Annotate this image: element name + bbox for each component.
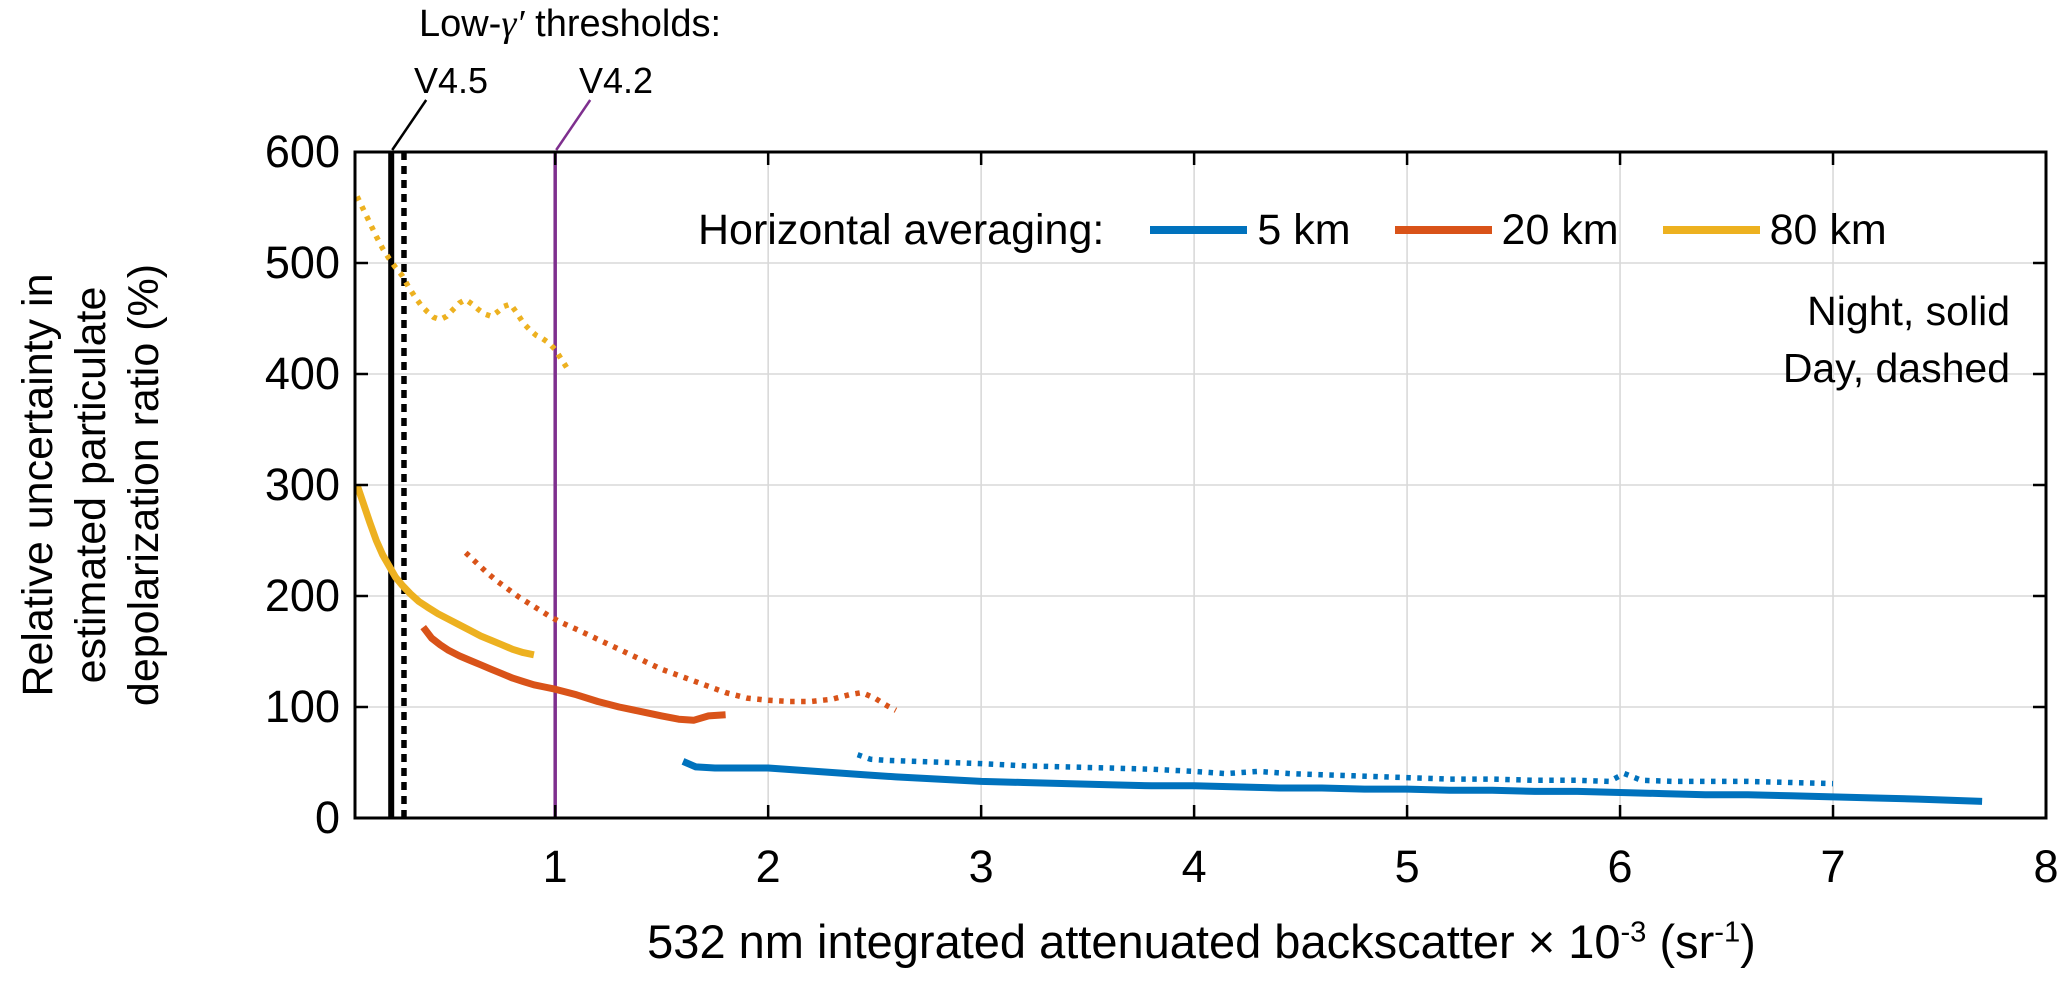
x-axis-label-mid: (sr <box>1646 915 1715 968</box>
legend-heading: Horizontal averaging: <box>698 205 1105 254</box>
thresholds-title-prefix: Low- <box>418 3 502 45</box>
x-tick-label-1: 1 <box>542 841 568 892</box>
y-axis-label: Relative uncertainty in estimated partic… <box>12 152 172 818</box>
y-tick-label-400: 400 <box>264 348 340 399</box>
legend-label-80km: 80 km <box>1769 205 1887 254</box>
series-80km-night <box>353 483 535 659</box>
series-20km-night <box>420 624 726 724</box>
legend-item-5km: 5 km <box>1150 205 1351 255</box>
y-tick-label-0: 0 <box>314 792 340 843</box>
x-tick-label-4: 4 <box>1181 841 1207 892</box>
x-axis-label-end: ) <box>1740 915 1756 968</box>
thresholds-title: Low-γ′ thresholds: <box>355 2 785 46</box>
x-axis-label-exponent-2: -1 <box>1714 916 1741 949</box>
legend-line-80km <box>1662 226 1760 234</box>
leader-line-v45 <box>391 99 428 151</box>
x-tick-label-6: 6 <box>1607 841 1633 892</box>
y-tick-label-300: 300 <box>264 459 340 510</box>
x-tick-label-5: 5 <box>1394 841 1420 892</box>
y-tick-label-500: 500 <box>264 237 340 288</box>
series-80km-day <box>354 195 571 372</box>
series-5km-day <box>856 752 1834 787</box>
series-5km-night <box>681 758 1983 805</box>
x-tick-label-2: 2 <box>755 841 781 892</box>
x-tick-label-7: 7 <box>1820 841 1846 892</box>
legend-label-5km: 5 km <box>1257 205 1351 254</box>
threshold-label-v42: V4.2 <box>578 60 654 101</box>
y-tick-label-200: 200 <box>264 570 340 621</box>
note-day: Day, dashed <box>1782 345 2010 391</box>
y-axis-label-line-1: Relative uncertainty in <box>14 273 62 697</box>
x-axis-label: 532 nm integrated attenuated backscatter… <box>355 914 2048 969</box>
y-axis-label-line-3: depolarization ratio (%) <box>120 263 168 707</box>
legend-label-20km: 20 km <box>1501 205 1619 254</box>
legend-item-20km: 20 km <box>1394 205 1619 255</box>
leader-line-v42 <box>555 99 592 151</box>
threshold-label-v45: V4.5 <box>413 60 489 101</box>
x-tick-label-8: 8 <box>2033 841 2059 892</box>
y-tick-label-600: 600 <box>264 126 340 177</box>
x-axis-label-exponent: -3 <box>1620 916 1647 949</box>
y-tick-label-100: 100 <box>264 681 340 732</box>
x-axis-label-text: 532 nm integrated attenuated backscatter… <box>647 915 1621 968</box>
legend-line-5km <box>1150 226 1248 234</box>
legend-line-20km <box>1394 226 1492 234</box>
thresholds-title-suffix: thresholds: <box>524 3 722 45</box>
legend: Horizontal averaging: 5 km 20 km 80 km <box>698 202 1931 258</box>
note-night: Night, solid <box>1807 288 2010 334</box>
y-axis-label-line-2: estimated particulate <box>67 286 115 684</box>
line-style-note: Night, solid Day, dashed <box>1783 283 2010 397</box>
legend-item-80km: 80 km <box>1662 205 1887 255</box>
gamma-symbol: γ′ <box>501 3 525 45</box>
x-tick-label-3: 3 <box>968 841 994 892</box>
